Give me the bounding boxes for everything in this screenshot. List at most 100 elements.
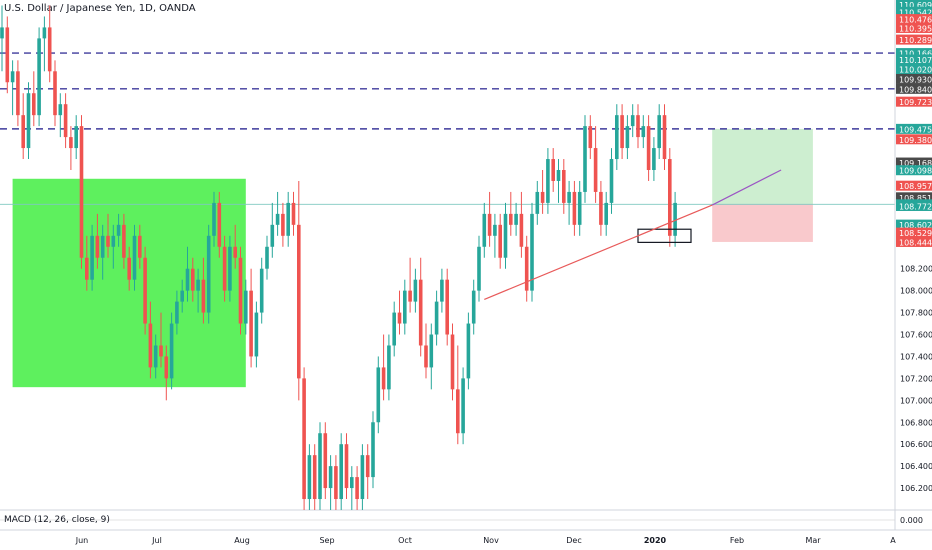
candle-body-75 (397, 312, 402, 324)
x-tick-0: Jun (75, 536, 89, 545)
y-tick-1: 106.400 (900, 462, 932, 471)
candle-body-76 (403, 290, 407, 324)
candle-body-107 (567, 191, 571, 203)
candle-body-10 (53, 71, 57, 116)
price-label-1: 110.542 (899, 8, 932, 17)
candle-body-125 (662, 115, 667, 160)
candle-body-26 (138, 235, 142, 258)
annotation-rect-1 (712, 128, 813, 205)
candles-layer (0, 5, 677, 510)
x-tick-6: Dec (566, 536, 581, 545)
candle-body-109 (577, 191, 582, 225)
candle-body-84 (445, 279, 449, 335)
candle-body-7 (37, 38, 41, 116)
trendline-5 (711, 169, 782, 206)
price-label-6: 110.107 (899, 56, 932, 65)
price-label-3: 110.395 (899, 24, 932, 33)
candle-body-61 (323, 433, 328, 489)
price-label-13: 109.168 (899, 159, 932, 168)
price-label-bg-11 (896, 123, 932, 134)
trendline-4 (484, 204, 713, 300)
candle-body-117 (620, 115, 624, 149)
candle-body-73 (387, 345, 391, 390)
candle-body-19 (100, 235, 105, 258)
price-label-0: 110.609 (899, 1, 932, 10)
candle-body-34 (180, 290, 184, 302)
price-label-bg-14 (896, 165, 932, 176)
candle-body-118 (625, 126, 630, 149)
candle-body-17 (90, 235, 94, 280)
candle-body-124 (657, 115, 661, 149)
candle-body-41 (217, 202, 222, 247)
price-label-2: 110.476 (899, 16, 932, 25)
price-label-7: 110.020 (899, 66, 932, 75)
candle-body-80 (424, 345, 428, 368)
candle-body-114 (604, 202, 608, 225)
candle-body-35 (185, 268, 190, 291)
candle-body-123 (652, 148, 656, 170)
y-tick-2: 106.600 (900, 440, 932, 449)
candle-body-108 (572, 191, 577, 225)
candle-body-29 (153, 345, 158, 368)
price-label-15: 108.957 (899, 182, 932, 191)
price-label-bg-3 (896, 22, 932, 33)
candle-body-122 (646, 126, 651, 170)
candle-body-28 (148, 323, 153, 368)
price-label-19: 108.602 (899, 221, 932, 230)
price-axis: 106.200 106.400 106.600 106.800 107.000 107.2… (894, 0, 932, 530)
macd-label: MACD (12, 26, close, 9) (4, 515, 110, 525)
candle-body-59 (312, 455, 317, 500)
candle-body-39 (206, 235, 211, 313)
price-label-bg-15 (896, 180, 932, 191)
candle-body-18 (95, 235, 100, 258)
candle-body-52 (275, 213, 280, 225)
candle-body-1 (5, 27, 10, 83)
price-label-bg-7 (896, 64, 932, 75)
candle-body-49 (259, 268, 264, 313)
price-label-10: 109.723 (899, 98, 932, 107)
candle-body-4 (21, 115, 25, 149)
candle-body-3 (16, 71, 20, 116)
y-tick-4: 107.000 (900, 396, 932, 405)
candle-body-96 (509, 213, 513, 225)
x-tick-7: 2020 (644, 536, 667, 545)
candle-body-8 (42, 27, 47, 39)
candle-body-111 (588, 126, 593, 149)
price-label-bg-20 (896, 227, 932, 238)
candle-body-57 (302, 378, 306, 500)
annotation-rect-3 (637, 228, 692, 243)
y-tick-10: 108.200 (900, 265, 932, 274)
price-label-bg-6 (896, 54, 932, 65)
x-tick-1: Jul (151, 536, 162, 545)
y-tick-3: 106.800 (900, 418, 932, 427)
candle-body-105 (556, 170, 561, 181)
candle-body-69 (365, 455, 370, 478)
candle-body-50 (265, 246, 269, 269)
price-label-bg-9 (896, 83, 932, 94)
chart-title: U.S. Dollar / Japanese Yen, 1D, OANDA (4, 3, 196, 14)
price-label-14: 109.098 (899, 167, 932, 176)
candle-body-112 (593, 148, 598, 192)
candle-body-119 (630, 115, 635, 127)
candle-body-13 (69, 137, 73, 149)
candle-body-64 (339, 444, 343, 500)
candle-body-110 (583, 126, 587, 192)
x-tick-8: Feb (730, 536, 744, 545)
candle-body-88 (466, 323, 471, 379)
price-label-11: 109.475 (899, 125, 932, 134)
candle-body-104 (551, 159, 555, 181)
candle-body-12 (63, 104, 68, 138)
candle-body-100 (530, 213, 534, 291)
price-label-bg-8 (896, 73, 932, 84)
candle-body-40 (212, 202, 216, 236)
annotation-rect-2 (712, 204, 813, 242)
macd-title: MACD (12, 26, close, 9) (4, 515, 110, 525)
candle-body-6 (32, 93, 36, 116)
candle-body-66 (350, 477, 354, 489)
candle-body-38 (201, 279, 206, 313)
candle-body-27 (143, 257, 147, 324)
candle-body-62 (328, 466, 333, 489)
candle-body-63 (334, 466, 338, 500)
candle-body-102 (540, 191, 545, 203)
